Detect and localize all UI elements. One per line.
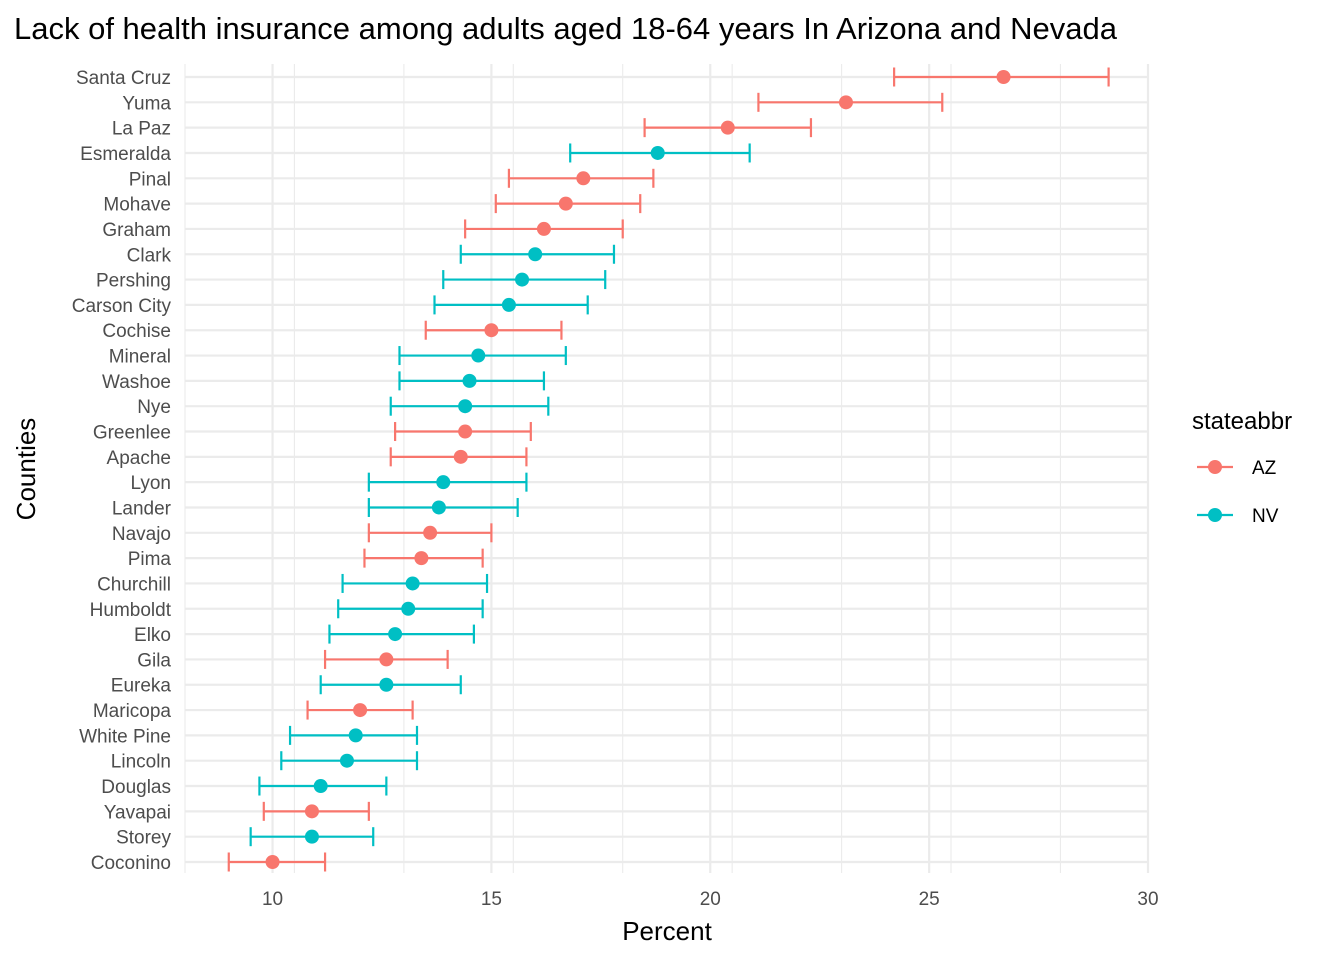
data-point [501,297,516,312]
y-tick-label: Churchill [97,574,171,595]
legend-item: AZ [1197,458,1277,479]
y-tick-label: Graham [102,220,171,241]
data-point [528,247,543,262]
y-tick-label: Carson City [72,296,172,317]
data-point [458,399,473,414]
x-tick-labels: 10 15 20 25 30 [262,889,1159,910]
data-point [353,703,368,718]
x-tick-label: 10 [262,889,283,910]
data-points [265,70,1011,869]
data-point [423,525,438,540]
data-point [379,677,394,692]
data-point [265,855,280,869]
y-tick-label: Pinal [129,169,171,190]
y-tick-label: Pima [128,549,172,570]
data-point [348,728,363,743]
legend-label: NV [1252,506,1279,527]
y-tick-label: Yavapai [104,802,171,823]
legend-item: NV [1197,506,1279,527]
y-tick-label: Douglas [101,777,171,798]
legend-key-point [1208,460,1222,474]
data-point [462,373,477,388]
data-point [379,652,394,667]
data-point [405,576,420,591]
legend-title: stateabbr [1192,408,1292,435]
data-point [313,779,328,794]
data-point [458,424,473,439]
data-point [536,221,551,236]
data-point [996,70,1011,84]
data-point [484,323,499,338]
data-point [720,120,735,135]
data-point [304,829,319,844]
y-tick-label: Pershing [96,271,171,292]
y-tick-label: Lincoln [111,752,171,773]
chart-title: Lack of health insurance among adults ag… [14,11,1118,46]
y-tick-label: Humboldt [90,600,172,621]
legend-label: AZ [1252,458,1277,479]
y-tick-label: Cochise [102,321,171,342]
y-tick-label: Eureka [111,676,172,697]
y-tick-label: White Pine [79,726,171,747]
error-bars [227,67,1110,872]
x-tick-label: 30 [1137,889,1158,910]
x-tick-label: 20 [700,889,721,910]
data-point [431,500,446,515]
y-axis-title: Counties [11,418,41,521]
y-tick-label: Lander [112,498,172,519]
y-tick-label: Nye [137,397,171,418]
y-tick-labels: Santa Cruz Yuma La Paz Esmeralda Pinal Mohave… [72,68,172,874]
x-axis-title: Percent [622,916,712,946]
grid [184,64,1150,873]
y-tick-label: Apache [107,448,171,469]
data-point [436,475,451,490]
y-tick-label: Esmeralda [80,144,171,165]
y-tick-label: Coconino [91,853,171,874]
y-tick-label: Mineral [109,347,171,368]
y-tick-label: Lyon [131,473,172,494]
data-point [453,449,468,464]
data-point [576,171,591,186]
data-point [414,551,429,566]
y-tick-label: Maricopa [93,701,172,722]
legend: stateabbr AZ NV [1192,408,1292,527]
data-point [471,348,486,363]
y-tick-label: Washoe [102,372,171,393]
y-tick-label: Gila [137,650,171,671]
y-tick-label: Elko [134,625,171,646]
data-point [838,95,853,110]
data-point [515,272,530,287]
data-point [304,804,319,819]
y-tick-label: Clark [127,245,172,266]
y-tick-label: Yuma [122,93,171,114]
x-tick-label: 25 [919,889,940,910]
data-point [650,145,665,160]
data-point [339,753,354,768]
y-tick-label: Navajo [112,524,171,545]
legend-key-point [1208,508,1222,522]
data-point [401,601,416,616]
y-tick-label: Mohave [103,195,171,216]
x-tick-label: 15 [481,889,502,910]
y-tick-label: Greenlee [93,423,171,444]
data-point [558,196,573,211]
y-tick-label: Santa Cruz [76,68,171,89]
y-tick-label: La Paz [112,119,171,140]
data-point [388,627,403,642]
y-tick-label: Storey [116,828,171,849]
